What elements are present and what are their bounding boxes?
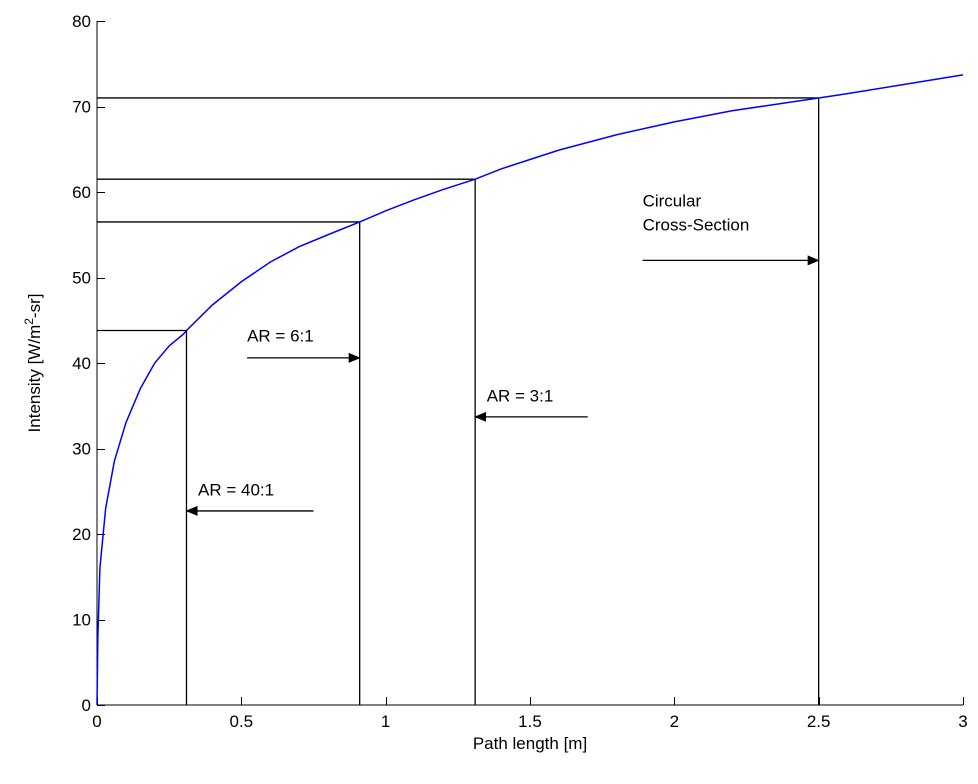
x-tick-label: 0 [92,712,101,731]
y-axis-label: Intensity [W/m2-sr] [22,294,44,433]
y-tick-label: 50 [72,269,91,288]
x-axis-label: Path length [m] [473,734,587,753]
reference-lines [97,98,819,705]
y-tick-label: 60 [72,183,91,202]
x-tick-label: 0.5 [230,712,254,731]
annotation-label-line: AR = 40:1 [198,481,274,500]
annotation-label-line: AR = 6:1 [247,327,314,346]
y-tick-label: 40 [72,354,91,373]
annotation-label: AR = 3:1 [487,386,554,405]
y-tick-label: 10 [72,611,91,630]
annotation-label: AR = 6:1 [247,327,314,346]
y-tick-label: 20 [72,525,91,544]
x-tick-label: 1.5 [518,712,542,731]
annotation-label-line: Cross-Section [643,215,750,234]
x-tick-label: 2 [670,712,679,731]
x-tick-label: 1 [381,712,390,731]
y-tick-label: 70 [72,98,91,117]
y-tick-label: 80 [72,12,91,31]
annotation-label-line: AR = 3:1 [487,386,554,405]
y-axis-label-tail: -sr] [25,294,44,319]
annotations: AR = 40:1 AR = 6:1 AR = 3:1 Circular Cross-S… [186,191,818,510]
y-axis-label-main: Intensity [W/m [25,325,44,433]
annotation-label: Circular Cross-Section [643,191,750,234]
axis-labels: Path length [m] Intensity [W/m2-sr] [22,294,587,753]
annotation-label-line: Circular [643,191,702,210]
x-tick-label: 3 [958,712,967,731]
y-tick-label: 30 [72,440,91,459]
x-tick-label: 2.5 [807,712,831,731]
annotation-label: AR = 40:1 [198,481,274,500]
y-tick-label: 0 [82,696,91,715]
